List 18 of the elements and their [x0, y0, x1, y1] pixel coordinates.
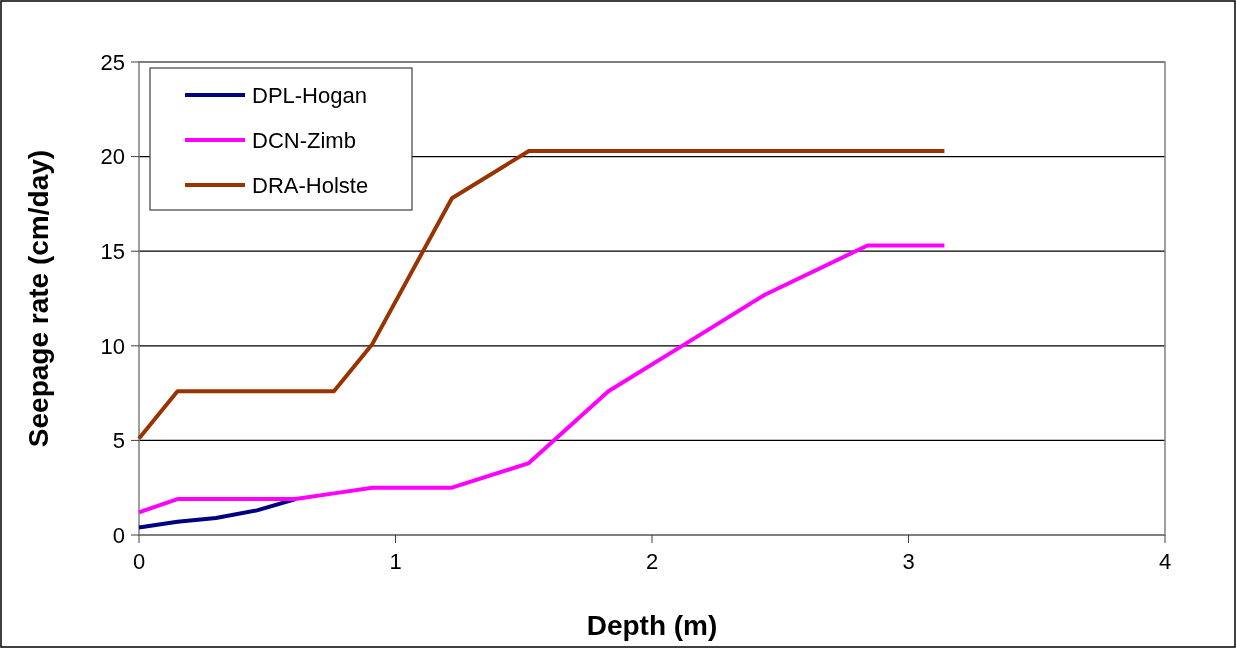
x-axis-title: Depth (m) — [586, 610, 718, 641]
y-tick-label: 20 — [100, 144, 125, 170]
x-tick-label: 0 — [132, 549, 146, 574]
line-series — [137, 243, 947, 515]
legend-label: DCN-Zimb — [252, 127, 356, 153]
y-tick-label: 25 — [100, 49, 125, 75]
x-tick-label: 2 — [645, 549, 659, 574]
legend-label: DRA-Holste — [252, 172, 369, 198]
x-tick-label: 1 — [389, 549, 402, 574]
y-tick-label: 5 — [112, 428, 125, 454]
x-tick-label: 4 — [1158, 549, 1172, 574]
y-tick-label: 15 — [100, 238, 125, 264]
legend-label: DPL-Hogan — [252, 82, 367, 108]
x-tick-label: 3 — [902, 549, 915, 574]
y-tick-label: 0 — [112, 522, 125, 548]
line-series — [137, 148, 947, 441]
y-tick-label: 10 — [100, 333, 125, 359]
y-axis-title: Seepage rate (cm/day) — [23, 149, 54, 448]
